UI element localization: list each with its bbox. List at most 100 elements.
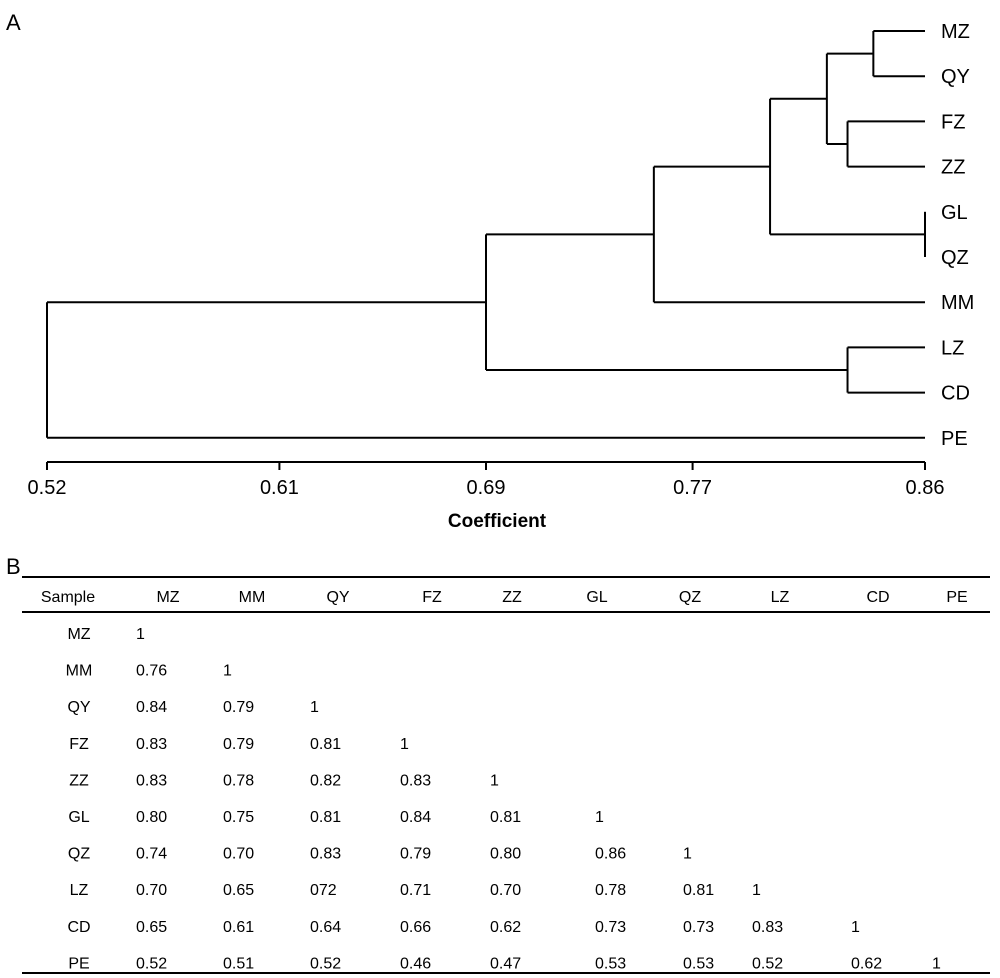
table-cell: 0.83	[752, 919, 783, 936]
table-cell: 0.84	[400, 809, 431, 826]
row-header: MZ	[67, 626, 90, 643]
table-cell: 0.64	[310, 919, 341, 936]
x-tick-label: 0.52	[28, 477, 67, 499]
table-cell: 0.53	[683, 955, 714, 972]
leaf-label-qy: QY	[941, 66, 970, 88]
table-row: MM 0.76 1	[66, 663, 232, 680]
table-header: Sample MZ MM QY FZ ZZ GL QZ LZ CD PE	[41, 589, 968, 606]
column-header-cd: CD	[866, 589, 889, 606]
leaf-label-gl: GL	[941, 202, 968, 224]
table-cell: 0.70	[136, 882, 167, 899]
table-cell: 072	[310, 882, 337, 899]
table-cell: 0.80	[490, 846, 521, 863]
table-cell: 0.71	[400, 882, 431, 899]
table-cell: 0.52	[310, 955, 341, 972]
table-cell: 1	[490, 772, 499, 789]
leaf-label-mm: MM	[941, 292, 974, 314]
row-header: LZ	[70, 882, 89, 899]
column-header-pe: PE	[946, 589, 967, 606]
column-header-mm: MM	[239, 589, 266, 606]
table-row: MZ 1	[67, 626, 145, 643]
table-cell: 0.79	[223, 736, 254, 753]
table-cell: 1	[932, 955, 941, 972]
row-header: QZ	[68, 846, 90, 863]
dendrogram-leaf-labels: MZ QY FZ ZZ GL QZ MM LZ CD PE	[941, 21, 974, 450]
table-row: ZZ 0.83 0.78 0.82 0.83 1	[69, 772, 499, 789]
panel-a-label: A	[6, 10, 21, 35]
row-header: CD	[67, 919, 90, 936]
table-cell: 0.75	[223, 809, 254, 826]
table-cell: 0.52	[752, 955, 783, 972]
row-header: ZZ	[69, 772, 89, 789]
table-cell: 0.78	[595, 882, 626, 899]
column-header-gl: GL	[586, 589, 607, 606]
table-cell: 0.78	[223, 772, 254, 789]
x-tick-label: 0.86	[906, 477, 945, 499]
leaf-label-mz: MZ	[941, 21, 970, 43]
table-cell: 0.79	[400, 846, 431, 863]
table-cell: 0.82	[310, 772, 341, 789]
leaf-label-qz: QZ	[941, 247, 969, 269]
leaf-label-fz: FZ	[941, 111, 965, 133]
table-cell: 0.84	[136, 699, 167, 716]
column-header-qy: QY	[326, 589, 349, 606]
table-cell: 0.65	[223, 882, 254, 899]
dendrogram-branches	[46, 30, 926, 439]
column-header-mz: MZ	[156, 589, 179, 606]
table-cell: 0.73	[595, 919, 626, 936]
row-header: GL	[68, 809, 89, 826]
column-header-lz: LZ	[771, 589, 790, 606]
row-header: FZ	[69, 736, 89, 753]
x-tick-label: 0.69	[467, 477, 506, 499]
table-cell: 1	[400, 736, 409, 753]
table-cell: 0.83	[136, 736, 167, 753]
table-cell: 0.81	[683, 882, 714, 899]
table-cell: 0.70	[490, 882, 521, 899]
table-cell: 1	[136, 626, 145, 643]
table-cell: 0.51	[223, 955, 254, 972]
table-row: QZ 0.74 0.70 0.83 0.79 0.80 0.86 1	[68, 846, 692, 863]
table-cell: 0.86	[595, 846, 626, 863]
table-row: PE 0.52 0.51 0.52 0.46 0.47 0.53 0.53 0.52 0.62 1	[68, 955, 941, 972]
row-header: PE	[68, 955, 89, 972]
x-tick-label: 0.61	[260, 477, 299, 499]
table-cell: 0.81	[310, 809, 341, 826]
table-cell: 0.83	[400, 772, 431, 789]
table-body: MZ 1 MM 0.76 1 QY 0.84 0.79 1 FZ 0.83 0.79 0.81 1 ZZ 0.…	[66, 626, 941, 972]
table-cell: 0.70	[223, 846, 254, 863]
table-row: QY 0.84 0.79 1	[67, 699, 319, 716]
table-cell: 0.83	[136, 772, 167, 789]
panel-b-label: B	[6, 554, 21, 579]
table-cell: 0.46	[400, 955, 431, 972]
column-header-sample: Sample	[41, 589, 95, 606]
leaf-label-cd: CD	[941, 383, 970, 405]
column-header-qz: QZ	[679, 589, 701, 606]
table-cell: 0.62	[851, 955, 882, 972]
table-cell: 1	[752, 882, 761, 899]
table-cell: 1	[851, 919, 860, 936]
table-cell: 0.79	[223, 699, 254, 716]
row-header: MM	[66, 663, 93, 680]
table-cell: 0.52	[136, 955, 167, 972]
table-cell: 1	[310, 699, 319, 716]
table-cell: 0.74	[136, 846, 167, 863]
table-cell: 0.76	[136, 663, 167, 680]
table-cell: 0.73	[683, 919, 714, 936]
table-cell: 0.66	[400, 919, 431, 936]
table-cell: 0.83	[310, 846, 341, 863]
leaf-label-zz: ZZ	[941, 157, 965, 179]
table-cell: 1	[595, 809, 604, 826]
table-row: GL 0.80 0.75 0.81 0.84 0.81 1	[68, 809, 604, 826]
table-row: LZ 0.70 0.65 072 0.71 0.70 0.78 0.81 1	[70, 882, 761, 899]
table-cell: 0.81	[310, 736, 341, 753]
x-axis-title: Coefficient	[448, 511, 547, 532]
table-cell: 0.81	[490, 809, 521, 826]
x-tick-label: 0.77	[673, 477, 712, 499]
similarity-table-panel: B Sample MZ MM QY FZ ZZ GL QZ LZ CD PE MZ 1 MM 0.76 1 Q…	[6, 554, 990, 974]
table-cell: 0.65	[136, 919, 167, 936]
table-cell: 0.47	[490, 955, 521, 972]
table-row: CD 0.65 0.61 0.64 0.66 0.62 0.73 0.73 0.83 1	[67, 919, 860, 936]
coefficient-axis: 0.52 0.61 0.69 0.77 0.86	[28, 461, 945, 499]
